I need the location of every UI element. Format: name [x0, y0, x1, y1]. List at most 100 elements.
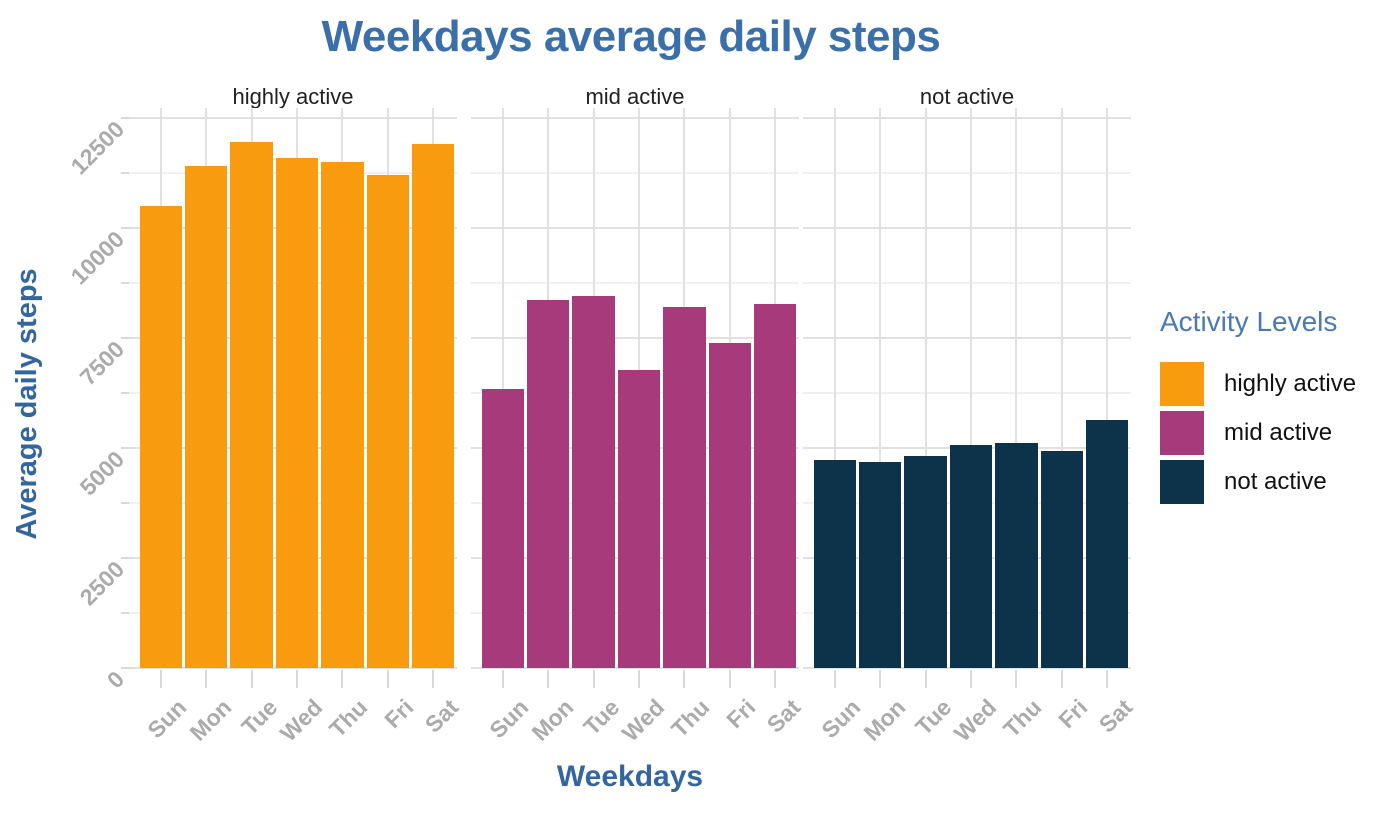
bar-not-active-thu — [995, 443, 1038, 668]
legend: Activity Levels highly active mid active n… — [1160, 306, 1398, 509]
gridline-major-y10000 — [471, 227, 799, 229]
y-tick-label: 2500 — [74, 555, 130, 611]
legend-items: highly active mid active not active — [1160, 362, 1398, 504]
bar-not-active-tue — [904, 456, 947, 668]
facet-panel-mid-active — [471, 108, 799, 669]
x-axis-tick-mark-fri — [1060, 670, 1063, 688]
y-axis-tick-mark — [121, 557, 129, 559]
gridline-major-y12500 — [129, 117, 457, 119]
y-axis-tick-mark — [121, 117, 129, 119]
x-axis-tick-mark-mon — [879, 670, 882, 688]
gridline-major-y7500 — [471, 337, 799, 339]
bar-highly-active-sun — [139, 206, 182, 668]
bar-not-active-fri — [1040, 450, 1083, 668]
gridline-major-y0 — [471, 667, 799, 669]
bar-not-active-sat — [1085, 419, 1129, 668]
y-axis-tick-mark — [121, 612, 129, 614]
y-axis-tick-mark — [121, 227, 129, 229]
gridline-vertical-wed — [969, 108, 972, 668]
facet-label-not-active: not active — [919, 84, 1015, 109]
legend-swatch-mid-active — [1160, 411, 1204, 455]
legend-item-label: not active — [1224, 468, 1327, 495]
y-axis-tick-mark — [121, 337, 129, 339]
gridline-vertical-mon — [879, 108, 882, 668]
bar-mid-active-wed — [617, 370, 661, 668]
bar-highly-active-tue — [230, 142, 273, 668]
gridline-vertical-fri — [1060, 108, 1063, 668]
bar-mid-active-mon — [526, 299, 570, 668]
gridline-vertical-sun — [501, 108, 504, 668]
x-axis-tick-mark-thu — [341, 670, 344, 688]
x-axis-tick-mark-sat — [1106, 670, 1109, 688]
y-axis-tick-mark — [121, 667, 129, 669]
bar-highly-active-fri — [366, 175, 409, 668]
x-axis-tick-mark-sat — [432, 670, 435, 688]
x-axis-tick-mark-sat — [774, 670, 777, 688]
bar-highly-active-thu — [321, 162, 364, 668]
x-axis-tick-mark-fri — [728, 670, 731, 688]
y-axis-tick-mark — [121, 447, 129, 449]
legend-title: Activity Levels — [1160, 306, 1338, 337]
bar-highly-active-wed — [275, 157, 319, 668]
gridline-vertical-sat — [1106, 108, 1109, 668]
y-tick-label: 0 — [101, 665, 130, 694]
legend-item-highly-active: highly active — [1160, 362, 1398, 406]
x-axis-tick-mark-wed — [295, 670, 298, 688]
gridline-major-y7500 — [803, 337, 1131, 339]
gridline-major-y0 — [803, 667, 1131, 669]
x-axis-tick-mark-thu — [1015, 670, 1018, 688]
x-axis-tick-mark-tue — [592, 670, 595, 688]
x-axis-tick-mark-thu — [683, 670, 686, 688]
bar-highly-active-sat — [411, 144, 455, 668]
legend-swatch-highly-active — [1160, 362, 1204, 406]
legend-swatch-not-active — [1160, 460, 1204, 504]
x-axis-tick-mark-sun — [501, 670, 504, 688]
y-axis-tick-mark — [121, 172, 129, 174]
legend-item-label: highly active — [1224, 370, 1357, 397]
gridline-vertical-sun — [833, 108, 836, 668]
x-axis-tick-mark-tue — [924, 670, 927, 688]
bar-mid-active-tue — [572, 295, 615, 668]
bar-highly-active-mon — [184, 166, 228, 668]
gridline-major-y0 — [129, 667, 457, 669]
y-axis-tick-mark — [121, 282, 129, 284]
x-axis-tick-mark-mon — [547, 670, 550, 688]
x-axis-tick-mark-wed — [637, 670, 640, 688]
x-axis-tick-mark-sun — [159, 670, 162, 688]
bar-mid-active-sat — [753, 304, 797, 668]
gridline-minor-y8750 — [803, 282, 1131, 284]
y-tick-label: 12500 — [65, 115, 130, 180]
gridline-vertical-tue — [924, 108, 927, 668]
legend-item-not-active: not active — [1160, 460, 1398, 504]
bar-not-active-mon — [858, 462, 902, 668]
legend-item-label: mid active — [1224, 419, 1333, 446]
legend-item-mid-active: mid active — [1160, 411, 1398, 455]
x-axis-tick-mark-tue — [250, 670, 253, 688]
facet-panel-highly-active — [129, 108, 457, 669]
facet-label-mid-active: mid active — [585, 84, 685, 109]
gridline-minor-y11250 — [803, 172, 1131, 174]
x-axis-title: Weekdays — [556, 760, 704, 793]
y-tick-label: 7500 — [74, 335, 130, 391]
gridline-minor-y8750 — [471, 282, 799, 284]
facet-panel-not-active — [803, 108, 1131, 669]
x-axis-tick-mark-wed — [969, 670, 972, 688]
bar-not-active-sun — [813, 459, 856, 668]
bar-not-active-wed — [949, 445, 993, 668]
y-tick-label: 5000 — [74, 445, 130, 501]
bar-mid-active-sun — [481, 388, 524, 668]
y-axis-tick-mark — [121, 392, 129, 394]
bar-mid-active-thu — [663, 307, 706, 668]
facet-label-highly-active: highly active — [232, 84, 354, 109]
y-axis-tick-mark — [121, 502, 129, 504]
x-axis-tick-mark-sun — [833, 670, 836, 688]
bar-mid-active-fri — [708, 343, 751, 668]
gridline-minor-y6250 — [803, 392, 1131, 394]
gridline-major-y10000 — [803, 227, 1131, 229]
y-tick-label: 10000 — [65, 225, 130, 290]
chart-title: Weekdays average daily steps — [321, 12, 941, 61]
x-axis-tick-mark-mon — [205, 670, 208, 688]
gridline-major-y12500 — [803, 117, 1131, 119]
gridline-vertical-thu — [1015, 108, 1018, 668]
